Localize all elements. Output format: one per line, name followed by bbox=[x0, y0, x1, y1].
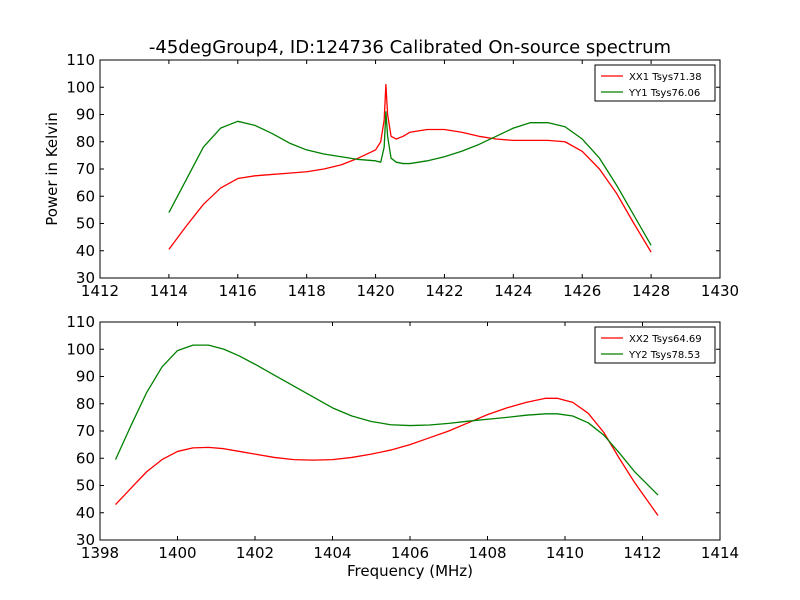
series-line-1 bbox=[115, 397, 659, 516]
x-tick-label: 1410 bbox=[546, 544, 584, 562]
legend-box bbox=[594, 64, 716, 102]
x-tick-label: 1426 bbox=[563, 282, 601, 300]
legend-label-2: YY2 Tsys78.53 bbox=[628, 350, 700, 361]
x-tick-label: 1428 bbox=[632, 282, 670, 300]
y-tick-label: 90 bbox=[76, 106, 95, 124]
x-tick-label: 1422 bbox=[425, 282, 463, 300]
y-tick-label: 100 bbox=[66, 78, 95, 96]
legend-box bbox=[594, 326, 716, 364]
y-tick-label: 80 bbox=[76, 133, 95, 151]
x-tick-label: 1404 bbox=[313, 544, 351, 562]
x-tick-label: 1416 bbox=[219, 282, 257, 300]
y-tick-label: 70 bbox=[76, 160, 95, 178]
top-plot: 1412 1414 1416 1418 1420 1422 1424 1426 1428 1430… bbox=[66, 51, 739, 300]
y-tick-label: 70 bbox=[76, 422, 95, 440]
x-tick-label: 1400 bbox=[158, 544, 196, 562]
y-tick-label: 60 bbox=[76, 449, 95, 467]
legend-label-1: XX1 Tsys71.38 bbox=[629, 72, 702, 83]
y-tick-label: 30 bbox=[76, 269, 95, 287]
y-tick-label: 60 bbox=[76, 187, 95, 205]
bottom-plot: 1398 1400 1402 1404 1406 1408 1410 1412 1414 30 40… bbox=[66, 313, 739, 562]
y-tick-label: 30 bbox=[76, 531, 95, 549]
x-tick-label: 1402 bbox=[236, 544, 274, 562]
legend: XX2 Tsys64.69 YY2 Tsys78.53 bbox=[594, 326, 716, 364]
x-tick-label: 1408 bbox=[468, 544, 506, 562]
legend-label-1: XX2 Tsys64.69 bbox=[629, 334, 702, 345]
y-tick-label: 110 bbox=[66, 51, 95, 69]
y-tick-label: 110 bbox=[66, 313, 95, 331]
y-tick-label: 40 bbox=[76, 504, 95, 522]
series-line-1 bbox=[168, 83, 652, 253]
y-axis-label-top: Power in Kelvin bbox=[43, 112, 61, 226]
series-line-2 bbox=[114, 344, 659, 496]
x-tick-label: 1398 bbox=[81, 544, 119, 562]
y-tick-label: 50 bbox=[76, 477, 95, 495]
x-tick-label: 1430 bbox=[701, 282, 739, 300]
y-tick-label: 90 bbox=[76, 368, 95, 386]
y-tick-label: 40 bbox=[76, 242, 95, 260]
y-tick-label: 50 bbox=[76, 215, 95, 233]
x-axis-label-bottom: Frequency (MHz) bbox=[347, 562, 473, 580]
x-tick-label: 1424 bbox=[494, 282, 532, 300]
x-tick-label: 1414 bbox=[150, 282, 188, 300]
x-tick-label: 1412 bbox=[81, 282, 119, 300]
legend: XX1 Tsys71.38 YY1 Tsys76.06 bbox=[594, 64, 716, 102]
x-tick-label: 1412 bbox=[623, 544, 661, 562]
x-tick-label: 1418 bbox=[288, 282, 326, 300]
y-tick-label: 80 bbox=[76, 395, 95, 413]
legend-label-2: YY1 Tsys76.06 bbox=[628, 88, 700, 99]
y-tick-label: 100 bbox=[66, 340, 95, 358]
x-tick-label: 1414 bbox=[701, 544, 739, 562]
chart-title: -45degGroup4, ID:124736 Calibrated On-so… bbox=[149, 37, 671, 58]
x-tick-label: 1406 bbox=[391, 544, 429, 562]
series-line-2 bbox=[168, 111, 652, 246]
x-tick-label: 1420 bbox=[356, 282, 394, 300]
